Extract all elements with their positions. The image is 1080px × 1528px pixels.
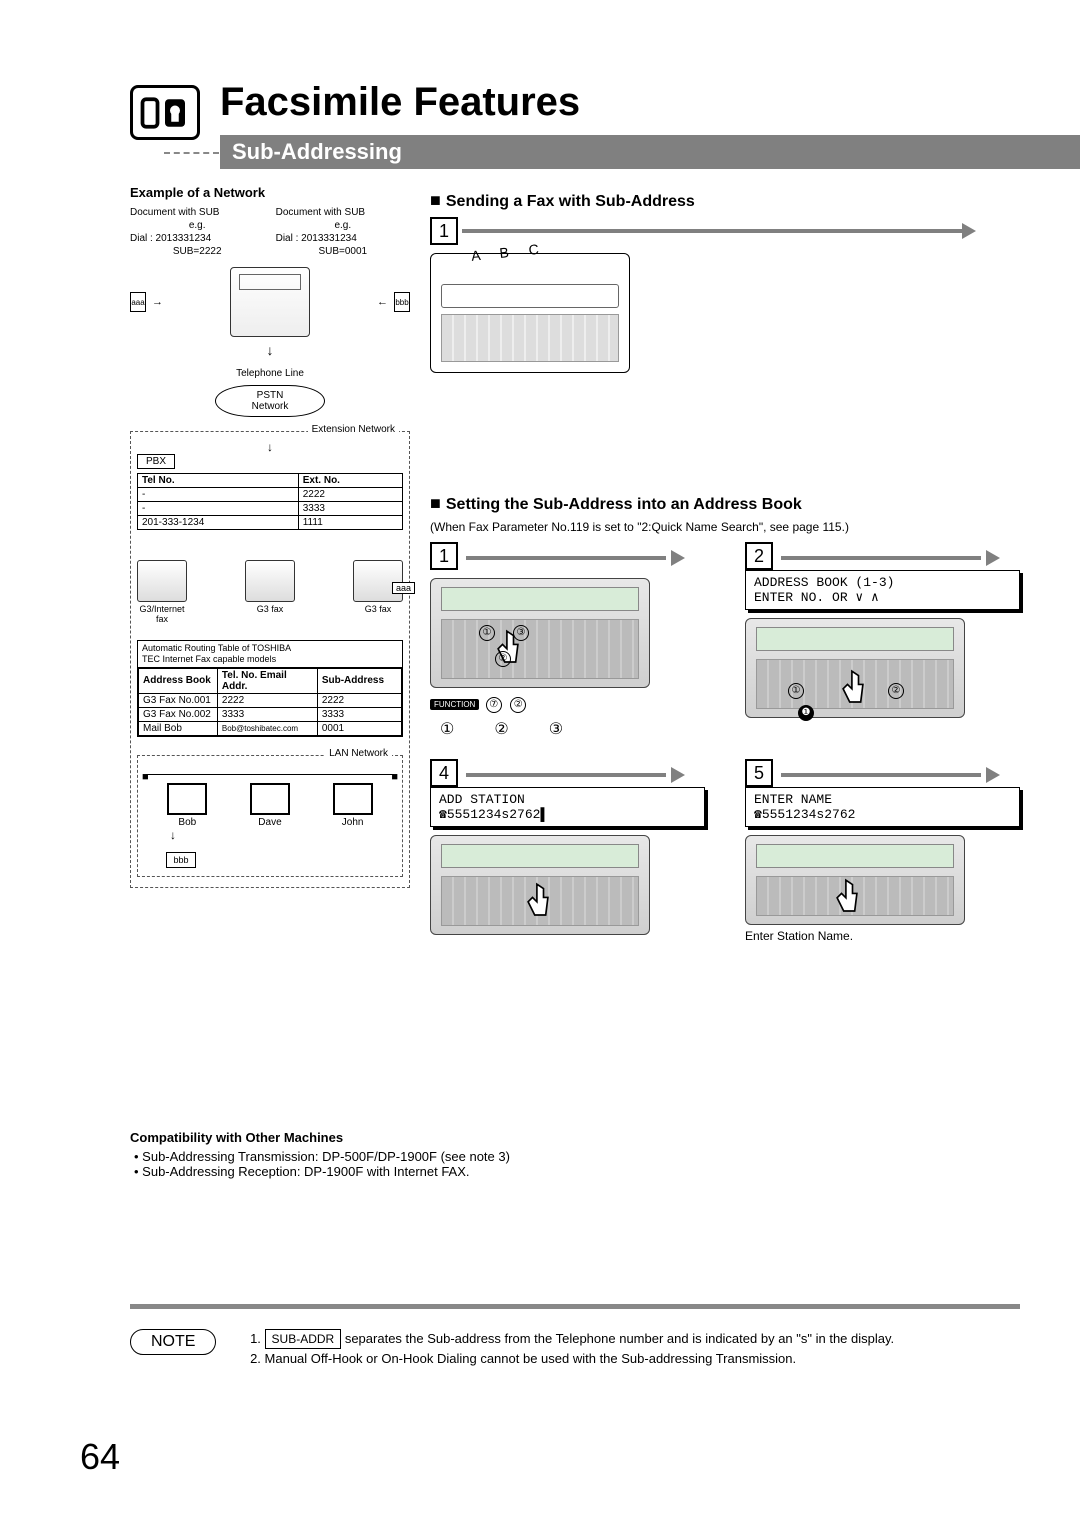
step5-caption: Enter Station Name.	[745, 929, 1020, 943]
lcd-display: ENTER NAME ☎5551234s2762	[745, 787, 1020, 827]
compat-item: Sub-Addressing Transmission: DP-500F/DP-…	[134, 1149, 880, 1164]
aaa-side-box: aaa	[392, 582, 415, 594]
mfp-device-icon	[230, 267, 310, 337]
note-item-2: 2. Manual Off-Hook or On-Hook Dialing ca…	[250, 1349, 950, 1369]
step-arrow-icon	[986, 767, 1000, 783]
pc-icon	[167, 783, 207, 815]
step-line	[466, 556, 666, 560]
control-panel-illustration	[745, 835, 965, 925]
sub-addr-key: SUB-ADDR	[265, 1329, 342, 1349]
page-number: 64	[80, 1436, 120, 1478]
lan-network-box: LAN Network ■ ■ Bob Dave John ↓ bbb	[137, 755, 403, 877]
note-item-1: 1. SUB-ADDR separates the Sub-address fr…	[250, 1329, 950, 1349]
dash-separator	[164, 152, 219, 154]
pstn-box: PSTN Network	[215, 385, 325, 417]
control-panel-illustration: ① ③ ②	[430, 578, 650, 688]
subtitle-bar: Sub-Addressing	[220, 135, 1080, 169]
telephone-line-label: Telephone Line	[130, 368, 410, 379]
compatibility-section: Compatibility with Other Machines Sub-Ad…	[130, 1130, 880, 1179]
control-panel-illustration: ① ② ❶	[745, 618, 965, 718]
header-icon	[130, 85, 200, 140]
step-arrow-icon	[986, 550, 1000, 566]
bbb-box: bbb	[166, 852, 196, 868]
extension-network-box: Extension Network ↓ PBX Tel No. Ext. No.…	[130, 431, 410, 888]
pbx-label: PBX	[137, 454, 175, 469]
pc-icon	[333, 783, 373, 815]
fax-device-icon	[245, 560, 295, 602]
page-title: Facsimile Features	[220, 80, 580, 125]
lcd-display: ADD STATION ☎5551234s2762▌	[430, 787, 705, 827]
example-header: Example of a Network	[130, 185, 410, 200]
note-section: NOTE 1. SUB-ADDR separates the Sub-addre…	[130, 1304, 1020, 1369]
arrow-right-icon: →	[152, 296, 163, 308]
step-arrow-icon	[671, 550, 685, 566]
fax-device-row: G3/Internetfax G3 fax G3 fax	[137, 560, 403, 624]
routing-table-wrap: Automatic Routing Table of TOSHIBA TEC I…	[137, 640, 403, 737]
step-line	[781, 556, 981, 560]
step-number: 5	[745, 759, 773, 787]
lcd-display: ADDRESS BOOK (1-3) ENTER NO. OR ∨ ∧	[745, 570, 1020, 610]
step-arrow-icon	[962, 223, 976, 239]
setting-header: Setting the Sub-Address into an Address …	[430, 493, 1020, 514]
setting-note: (When Fax Parameter No.119 is set to "2:…	[430, 520, 1020, 534]
doc1-labels: Document with SUB e.g. Dial : 2013331234…	[130, 206, 264, 258]
function-key-label: FUNCTION	[430, 699, 479, 710]
step-line	[466, 773, 666, 777]
sending-header: Sending a Fax with Sub-Address	[430, 190, 1020, 211]
doc2-labels: Document with SUB e.g. Dial : 2013331234…	[276, 206, 410, 258]
step-line	[462, 229, 962, 233]
compat-item: Sub-Addressing Reception: DP-1900F with …	[134, 1164, 880, 1179]
control-panel-illustration	[430, 835, 650, 935]
doc-icon-bbb: bbb	[394, 292, 410, 312]
step-number: 2	[745, 542, 773, 570]
network-diagram: aaa → ← bbb ↓ Telephone Line PSTN Networ…	[130, 262, 410, 1182]
pbx-table: Tel No. Ext. No. -2222 -3333 201-333-123…	[137, 473, 403, 530]
fax-device-icon	[137, 560, 187, 602]
note-label: NOTE	[130, 1329, 216, 1355]
fax-device-icon	[353, 560, 403, 602]
step-arrow-icon	[671, 767, 685, 783]
pc-icon	[250, 783, 290, 815]
step-number: 1	[430, 217, 458, 245]
step-line	[781, 773, 981, 777]
doc-icon-aaa: aaa	[130, 292, 146, 312]
fax-feeder-illustration: A B C	[430, 253, 630, 373]
step-number: 4	[430, 759, 458, 787]
step-number: 1	[430, 542, 458, 570]
arrow-left-icon: ←	[377, 296, 388, 308]
